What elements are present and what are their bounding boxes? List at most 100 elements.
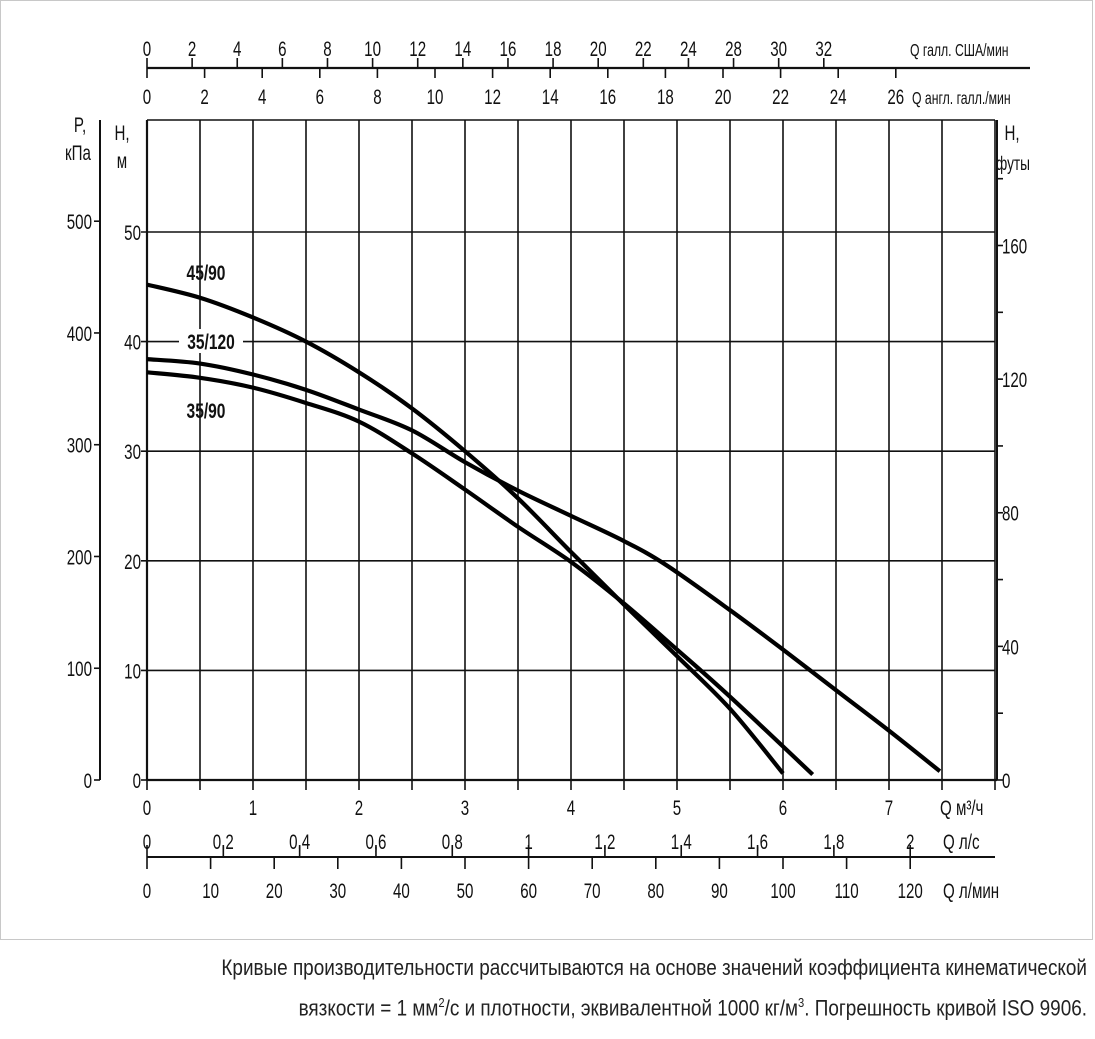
x-axis-title-m3h: Q м³/ч: [940, 795, 983, 819]
ls-tick-label: 0: [143, 829, 151, 853]
us-gallon-tick-label: 22: [635, 36, 652, 60]
imp-gallon-tick-label: 10: [427, 84, 444, 108]
lmin-tick-label: 60: [520, 878, 537, 902]
imp-gallon-tick-label: 2: [200, 84, 208, 108]
imp-gallon-tick-label: 22: [772, 84, 789, 108]
curve-label-35-90: 35/90: [187, 399, 226, 423]
imp-gallon-tick-label: 4: [258, 84, 266, 108]
lmin-tick-label: 50: [457, 878, 474, 902]
caption-line-1: Кривые производительности рассчитываются…: [55, 955, 1087, 981]
caption-sup-2: 3: [798, 995, 805, 1010]
lmin-tick-label: 90: [711, 878, 728, 902]
imp-gallon-tick-label: 14: [542, 84, 559, 108]
ls-tick-label: 1,4: [671, 829, 692, 853]
curve-35-120: [146, 357, 942, 773]
feet-tick-label: 40: [1002, 635, 1019, 659]
lmin-tick-label: 20: [266, 878, 283, 902]
caption-text-2c: . Погрешность кривой ISO 9906.: [804, 995, 1087, 1021]
ls-tick-label: 1,6: [747, 829, 768, 853]
lmin-tick-label: 70: [584, 878, 601, 902]
x-tick-label-m3h: 1: [249, 795, 257, 819]
kpa-tick-label: 300: [67, 433, 92, 457]
imp-gallon-tick-label: 8: [373, 84, 381, 108]
us-gallon-tick-label: 28: [725, 36, 742, 60]
kpa-tick-label: 500: [67, 210, 92, 234]
pump-curve-chart: 01020304050H,м0100200300400500P,кПа04080…: [65, 36, 1030, 902]
lmin-tick-label: 100: [770, 878, 795, 902]
lmin-tick-label: 0: [143, 878, 151, 902]
imp-gallon-tick-label: 12: [484, 84, 501, 108]
caption-text-2b: /с и плотности, эквивалентной 1000 кг/м: [444, 995, 799, 1021]
feet-tick-label: 0: [1002, 768, 1010, 792]
us-gallon-tick-label: 10: [364, 36, 381, 60]
x-tick-label-m3h: 0: [143, 795, 151, 819]
y-tick-label-m: 40: [124, 330, 141, 354]
x-tick-label-m3h: 5: [673, 795, 681, 819]
curve-label-35-120: 35/120: [187, 330, 235, 354]
imp-gallon-tick-label: 18: [657, 84, 674, 108]
lmin-tick-label: 120: [898, 878, 923, 902]
us-gallon-tick-label: 32: [815, 36, 832, 60]
us-gallon-tick-label: 6: [278, 36, 286, 60]
y-tick-label-m: 50: [124, 220, 141, 244]
feet-tick-label: 160: [1002, 234, 1027, 258]
y-tick-label-m: 30: [124, 440, 141, 464]
lmin-tick-label: 110: [835, 878, 859, 902]
ls-tick-label: 1,2: [594, 829, 615, 853]
x-tick-label-m3h: 4: [567, 795, 575, 819]
y-axis-title-m: H,: [114, 120, 129, 144]
lmin-tick-label: 80: [647, 878, 664, 902]
us-gallon-tick-label: 30: [770, 36, 787, 60]
caption-text-1: Кривые производительности рассчитываются…: [221, 955, 1088, 980]
ls-axis-title: Q л/с: [943, 829, 980, 853]
imp-gallon-tick-label: 0: [143, 84, 151, 108]
us-gallon-tick-label: 24: [680, 36, 697, 60]
y-tick-label-m: 20: [124, 549, 141, 573]
feet-tick-label: 80: [1002, 501, 1019, 525]
x-tick-label-m3h: 2: [355, 795, 363, 819]
ls-tick-label: 1: [524, 829, 532, 853]
ls-tick-label: 0,2: [213, 829, 234, 853]
ls-tick-label: 0,4: [289, 829, 310, 853]
imp-gallon-axis-title: Q англ. галл./мин: [912, 89, 1011, 109]
y-tick-label-m: 10: [124, 659, 141, 683]
us-gallon-tick-label: 8: [323, 36, 331, 60]
ls-tick-label: 0,6: [365, 829, 386, 853]
lmin-tick-label: 40: [393, 878, 410, 902]
us-gallon-tick-label: 12: [409, 36, 426, 60]
curve-45-90: [146, 282, 785, 775]
us-gallon-tick-label: 0: [143, 36, 151, 60]
us-gallon-axis-title: Q галл. США/мин: [910, 41, 1009, 61]
y-axis-unit-m: м: [117, 148, 127, 172]
feet-tick-label: 120: [1002, 368, 1027, 392]
imp-gallon-tick-label: 24: [830, 84, 847, 108]
x-tick-label-m3h: 7: [885, 795, 893, 819]
ls-tick-label: 0,8: [442, 829, 463, 853]
us-gallon-tick-label: 20: [590, 36, 607, 60]
feet-axis-title: H,: [1004, 120, 1019, 144]
curve-label-background: [179, 329, 243, 353]
caption-text-2a: вязкости = 1 мм: [298, 995, 439, 1021]
x-tick-label-m3h: 6: [779, 795, 787, 819]
kpa-axis-title: P,: [74, 112, 86, 136]
lmin-tick-label: 30: [329, 878, 346, 902]
us-gallon-tick-label: 4: [233, 36, 241, 60]
curve-label-45-90: 45/90: [187, 261, 226, 285]
chart-frame: [0, 0, 1093, 940]
caption-sup-1: 2: [438, 995, 445, 1010]
lmin-tick-label: 10: [202, 878, 219, 902]
us-gallon-tick-label: 18: [545, 36, 562, 60]
us-gallon-tick-label: 2: [188, 36, 196, 60]
us-gallon-tick-label: 14: [454, 36, 471, 60]
kpa-tick-label: 400: [67, 321, 92, 345]
curve-35-90: [146, 370, 815, 777]
imp-gallon-tick-label: 20: [715, 84, 732, 108]
y-tick-label-m: 0: [133, 768, 141, 792]
x-tick-label-m3h: 3: [461, 795, 469, 819]
kpa-tick-label: 100: [67, 657, 92, 681]
ls-tick-label: 2: [906, 829, 914, 853]
ls-tick-label: 1,8: [823, 829, 844, 853]
kpa-tick-label: 0: [84, 768, 92, 792]
lmin-axis-title: Q л/мин: [943, 878, 999, 902]
kpa-tick-label: 200: [67, 545, 92, 569]
